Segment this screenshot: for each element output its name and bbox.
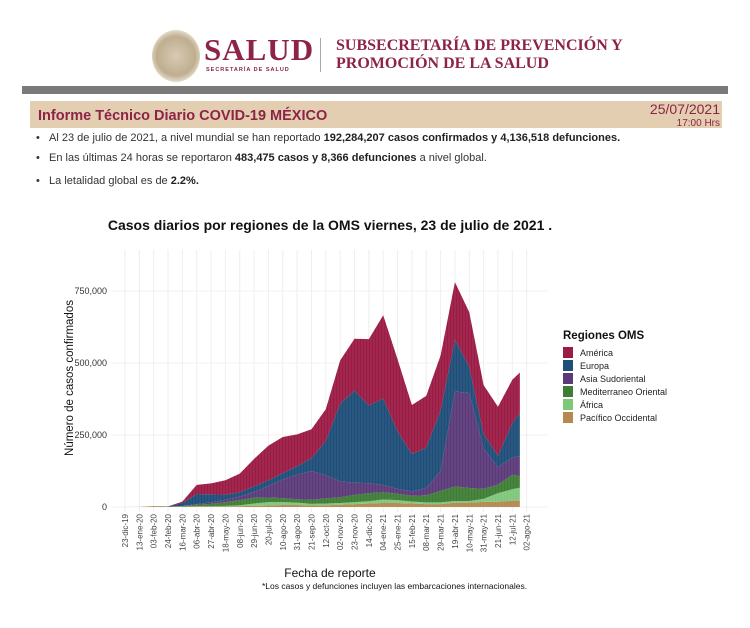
y-tick-label: 0: [102, 502, 107, 512]
legend-swatch: [563, 373, 573, 384]
x-tick-label: 12-jul-21: [508, 513, 517, 545]
x-tick-label: 14-dic-20: [365, 513, 374, 547]
bullet-3: • La letalidad global es de 2.2%.: [36, 175, 199, 187]
x-tick-label: 02-nov-20: [336, 513, 345, 550]
legend-swatch: [563, 399, 573, 410]
x-tick-label: 08-jun-20: [236, 513, 245, 547]
bullet-text: La letalidad global es de: [49, 175, 171, 187]
x-tick-label: 03-feb-20: [150, 513, 159, 548]
x-axis-label: Fecha de reporte: [284, 566, 376, 580]
subsecretaria-line-2: PROMOCIÓN DE LA SALUD: [336, 55, 549, 72]
x-tick-label: 29-mar-21: [437, 513, 446, 550]
x-tick-label: 19-abr-21: [451, 513, 460, 548]
header-bar: [22, 86, 728, 94]
area-mediterraneo-oriental: [125, 474, 520, 507]
subsecretaria-line-1: SUBSECRETARÍA DE PREVENCIÓN Y: [336, 37, 623, 54]
chart-footnote: *Los casos y defunciones incluyen las em…: [262, 581, 528, 591]
legend-item: Mediterraneo Oriental: [563, 385, 667, 398]
legend-item: África: [563, 398, 667, 411]
x-tick-label: 08-mar-21: [422, 513, 431, 550]
x-tick-label: 21-sep-20: [307, 513, 316, 550]
legend-item: Pacífico Occidental: [563, 411, 667, 424]
legend-label: Mediterraneo Oriental: [580, 386, 668, 397]
legend-label: Pacífico Occidental: [580, 412, 658, 423]
logo-subtitle: SECRETARÍA DE SALUD: [206, 67, 290, 73]
area-asia-sudoriental: [125, 391, 520, 507]
legend: Regiones OMS América Europa Asia Sudorient…: [563, 330, 667, 424]
x-tick-label: 12-oct-20: [322, 513, 331, 547]
area-africa: [125, 487, 520, 507]
report-date: 25/07/2021: [649, 101, 720, 117]
legend-swatch: [563, 360, 573, 371]
legend-label: Asia Sudoriental: [580, 373, 646, 384]
bullet-bold: 192,284,207 casos confirmados y 4,136,51…: [323, 132, 621, 144]
x-tick-label: 29-jun-20: [250, 513, 259, 547]
legend-label: América: [580, 347, 614, 358]
x-tick-label: 23-nov-20: [351, 513, 360, 550]
y-tick-label: 500,000: [74, 358, 107, 368]
x-tick-label: 24-feb-20: [164, 513, 173, 548]
legend-title: Regiones OMS: [563, 330, 645, 342]
x-tick-label: 13-ene-20: [135, 513, 144, 550]
salud-logo-text: SALUD: [204, 32, 315, 67]
legend-swatch: [563, 386, 573, 397]
x-tick-label: 23-dic-19: [121, 513, 130, 547]
x-tick-label: 04-ene-21: [379, 513, 388, 550]
legend-item: América: [563, 346, 667, 359]
legend-label: Europa: [580, 360, 610, 371]
bullet-text: Al 23 de julio de 2021, a nivel mundial …: [49, 132, 324, 144]
header-divider: [320, 38, 321, 72]
legend-swatch: [563, 412, 573, 423]
y-tick-label: 250,000: [74, 430, 107, 440]
legend-swatch: [563, 347, 573, 358]
mexico-seal-logo: [152, 30, 200, 82]
x-tick-label: 25-ene-21: [394, 513, 403, 550]
area-pacifico-occidental: [125, 500, 520, 507]
legend-item: Asia Sudoriental: [563, 372, 667, 385]
x-tick-label: 18-may-20: [221, 513, 230, 552]
x-tick-label: 20-jul-20: [264, 513, 273, 545]
report-time: 17:00 Hrs: [676, 118, 720, 129]
x-tick-label: 06-abr-20: [193, 513, 202, 548]
x-tick-label: 16-mar-20: [178, 513, 187, 550]
report-title: Informe Técnico Diario COVID-19 MÉXICO: [38, 108, 328, 124]
bullet-text: En las últimas 24 horas se reportaron: [49, 152, 235, 164]
chart-title: Casos diarios por regiones de la OMS vie…: [107, 217, 553, 233]
x-tick-label: 02-ago-21: [523, 513, 532, 550]
x-tick-label: 31-ago-20: [293, 513, 302, 550]
bullet-2: • En las últimas 24 horas se reportaron …: [36, 152, 487, 164]
legend-label: África: [580, 399, 604, 410]
x-tick-label: 27-abr-20: [207, 513, 216, 548]
bullet-bold: 2.2%.: [170, 175, 199, 187]
area-america: [125, 282, 520, 507]
area-europa: [125, 339, 520, 507]
bullet-1: • Al 23 de julio de 2021, a nivel mundia…: [36, 132, 621, 144]
x-tick-label: 10-may-21: [465, 513, 474, 552]
report-title-band: [30, 101, 722, 128]
x-tick-label: 10-ago-20: [279, 513, 288, 550]
bullet-bold: 483,475 casos y 8,366 defunciones: [234, 152, 417, 164]
x-tick-label: 21-jun-21: [494, 513, 503, 547]
x-tick-label: 31-may-21: [480, 513, 489, 552]
legend-item: Europa: [563, 359, 667, 372]
y-tick-label: 750,000: [74, 286, 107, 296]
bullet-text: a nivel global.: [416, 152, 487, 164]
x-tick-label: 15-feb-21: [408, 513, 417, 548]
